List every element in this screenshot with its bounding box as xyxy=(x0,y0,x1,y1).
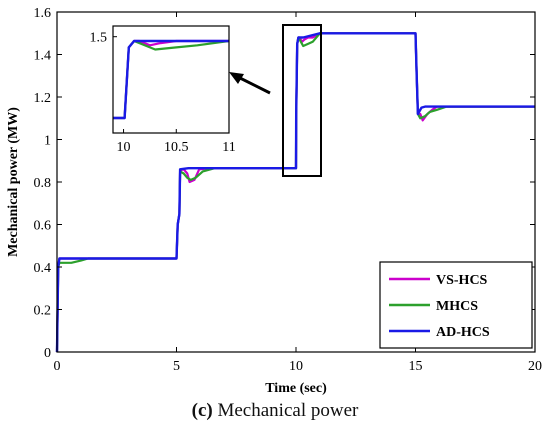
legend: VS-HCS MHCS AD-HCS xyxy=(379,261,533,349)
inset-plot: 10 10.5 11 1.5 xyxy=(90,25,236,155)
x-tick-label: 15 xyxy=(409,359,423,374)
y-tick-label: 0.4 xyxy=(34,261,52,276)
x-tick-label: 20 xyxy=(528,359,542,374)
inset-y-tick-label: 1.5 xyxy=(90,31,108,46)
zoom-arrow-head xyxy=(229,72,244,84)
x-tick-label: 10 xyxy=(289,359,303,374)
x-tick-label: 0 xyxy=(54,359,61,374)
x-axis-label: Time (sec) xyxy=(265,381,327,396)
y-tick-label: 0.2 xyxy=(34,304,52,319)
inset-series-line-ad-hcs xyxy=(113,39,229,120)
y-tick-label: 0.8 xyxy=(34,176,52,191)
legend-label-ad-hcs: AD-HCS xyxy=(436,325,490,340)
y-tick-label: 0 xyxy=(44,346,51,361)
y-tick-label: 1.2 xyxy=(34,91,52,106)
series-line-ad-hcs xyxy=(55,32,535,353)
inset-frame xyxy=(112,25,230,134)
x-tick-label: 5 xyxy=(173,359,180,374)
inset-x-tick-label: 10.5 xyxy=(164,140,189,155)
figure-caption: (c) Mechanical power xyxy=(0,400,550,422)
y-tick-label: 1.4 xyxy=(34,49,52,64)
legend-label-mhcs: MHCS xyxy=(436,299,478,314)
y-axis-label: Mechanical power (MW) xyxy=(6,107,21,257)
caption-label: (c) xyxy=(191,400,213,421)
y-tick-label: 1 xyxy=(44,134,51,149)
inset-x-tick-label: 10 xyxy=(117,140,131,155)
y-tick-label: 1.6 xyxy=(34,6,52,21)
caption-text: Mechanical power xyxy=(217,400,359,421)
y-tick-label: 0.6 xyxy=(34,219,52,234)
mechanical-power-chart: 0 5 10 15 20 0 0.2 0.4 0.6 0.8 1 1.2 1.4 1.6 Time (sec… xyxy=(6,6,542,396)
annotations xyxy=(229,24,322,177)
zoom-region-box xyxy=(282,24,322,177)
legend-label-vs-hcs: VS-HCS xyxy=(436,273,488,288)
inset-x-tick-label: 11 xyxy=(222,140,235,155)
zoom-arrow-line xyxy=(235,74,271,95)
